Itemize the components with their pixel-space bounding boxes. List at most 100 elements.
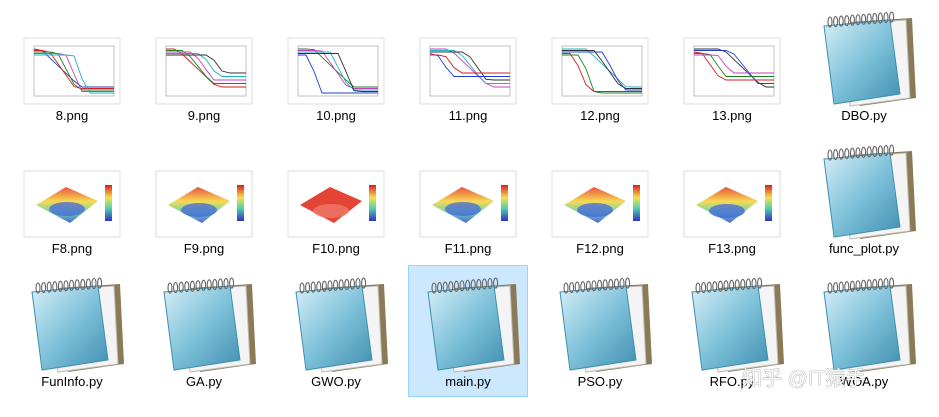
file-name: main.py [445,374,491,389]
spiral-ring [206,279,212,291]
file-name: func_plot.py [829,241,900,256]
file-item[interactable]: 8.png [23,37,121,123]
pad-cover [823,19,901,105]
spiral-ring [344,278,350,290]
file-item[interactable]: RFO.py [691,277,784,389]
thumbnail [419,37,517,105]
file-name: 13.png [712,108,752,123]
file-item[interactable]: PSO.py [559,277,652,389]
spiral-ring [487,277,493,290]
colorbar [633,185,640,221]
file-name: 10.png [316,108,356,123]
spiral-ring [712,281,718,293]
spiral-ring [855,280,861,292]
file-item[interactable]: FunInfo.py [31,277,124,389]
spiral-ring [80,278,86,290]
plot-line [430,51,510,81]
spiral-ring [316,281,322,293]
pad-cover [691,285,769,371]
file-item[interactable]: 10.png [287,37,385,123]
file-item[interactable]: F11.png [419,170,517,256]
plot-line [430,50,510,84]
spiral-ring [734,279,740,291]
spiral-ring [459,280,465,292]
spiral-ring [883,11,889,24]
file-item[interactable]: F13.png [683,170,781,256]
file-item[interactable]: 12.png [551,37,649,123]
spiral-ring [69,279,75,291]
spiral-ring [173,281,179,294]
spiral-ring [861,13,867,25]
colorbar [369,185,376,221]
spiral-ring [866,146,872,158]
spiral-ring [35,282,41,294]
file-item[interactable]: main.py [408,265,528,397]
spiral-ring [585,280,591,292]
spiral-ring [625,277,631,289]
spiral-ring [706,281,712,293]
spiral-ring [305,281,311,294]
spiral-ring [883,277,889,290]
spiral-ring [751,277,757,290]
spiral-ring [481,278,487,290]
spiral-ring [757,277,763,289]
spiral-ring [212,278,218,290]
file-name: F10.png [312,241,360,256]
spiral-ring [437,281,443,294]
file-item[interactable]: F12.png [551,170,649,256]
spiral-ring [827,282,833,294]
file-item[interactable]: WOA.py [823,277,916,389]
file-item[interactable]: GA.py [163,277,256,389]
spiral-ring [327,280,333,292]
spiral-ring [877,12,883,24]
plot-line [694,53,774,77]
spiral-ring [861,279,867,291]
spiral-ring [184,281,190,293]
plot-line [562,51,642,91]
file-name: 12.png [580,108,620,123]
plot-area [429,45,511,97]
file-name: F11.png [445,241,492,256]
file-item[interactable]: F9.png [155,170,253,256]
spiral-ring [872,12,878,24]
spiral-ring [349,278,355,290]
file-item[interactable]: GWO.py [295,277,388,389]
plot-line [562,54,642,94]
file-item[interactable]: 13.png [683,37,781,123]
plot-line [298,51,378,91]
file-item[interactable]: DBO.py [823,11,916,123]
file-item[interactable]: 9.png [155,37,253,123]
file-item[interactable]: func_plot.py [823,144,916,256]
spiral-ring [838,148,844,160]
spiral-ring [849,147,855,159]
spiral-ring [299,282,305,294]
spiral-ring [861,146,867,158]
plot-area [33,45,115,97]
file-name: PSO.py [578,374,623,389]
file-item[interactable]: F8.png [23,170,121,256]
spiral-ring [178,281,184,293]
surface-center [445,202,481,216]
file-name: F8.png [52,241,92,256]
thumbnail [551,37,649,105]
plot-line [429,53,510,77]
spiral-ring [872,145,878,157]
plot-line [34,54,114,94]
pad-cover [295,285,373,371]
spiral-ring [201,279,207,291]
spiral-ring [591,280,597,292]
plot-line [693,51,774,81]
pad-cover [163,285,241,371]
plot-line [166,50,246,84]
plot-line [298,50,378,89]
file-item[interactable]: F10.png [287,170,385,256]
file-item[interactable]: 11.png [419,37,517,123]
spiral-ring [91,277,97,290]
colorbar [105,185,112,221]
spiral-ring [63,280,69,292]
spiral-ring [866,13,872,25]
spiral-ring [889,277,895,289]
spiral-ring [580,281,586,293]
